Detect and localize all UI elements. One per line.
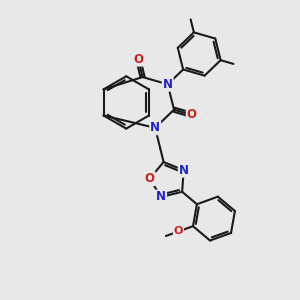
Text: O: O [133,53,143,66]
Text: N: N [163,78,173,91]
Text: N: N [150,121,160,134]
Text: O: O [187,108,197,121]
Text: O: O [145,172,155,185]
Text: N: N [156,190,166,203]
Text: O: O [174,226,183,236]
Text: N: N [179,164,189,177]
